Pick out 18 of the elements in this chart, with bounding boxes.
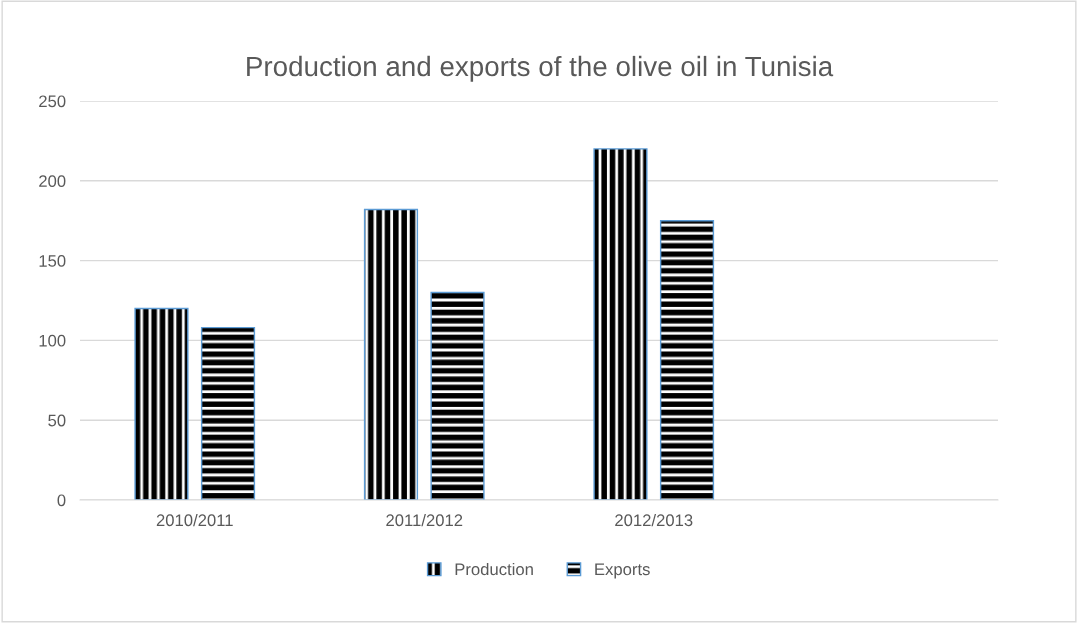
x-tick-label: 2011/2012	[386, 513, 463, 527]
bar	[430, 291, 485, 500]
y-tick-label: 250	[39, 95, 66, 108]
y-tick-label: 50	[48, 414, 66, 427]
bar	[363, 208, 419, 500]
bar	[200, 326, 256, 500]
y-tick-label: 200	[39, 175, 66, 187]
bar	[134, 307, 189, 500]
bar	[593, 148, 648, 500]
y-tick-label: 150	[39, 255, 66, 267]
bar	[659, 220, 715, 500]
x-tick-label: 2010/2011	[156, 513, 233, 527]
legend-label: Production	[455, 562, 533, 576]
chart-title: Production and exports of the olive oil in Tunisia	[247, 55, 834, 82]
y-tick-label: 0	[57, 494, 66, 507]
y-tick-label: 100	[39, 334, 66, 347]
legend-label: Exports	[595, 563, 650, 579]
x-tick-label: 2012/2013	[615, 513, 693, 527]
